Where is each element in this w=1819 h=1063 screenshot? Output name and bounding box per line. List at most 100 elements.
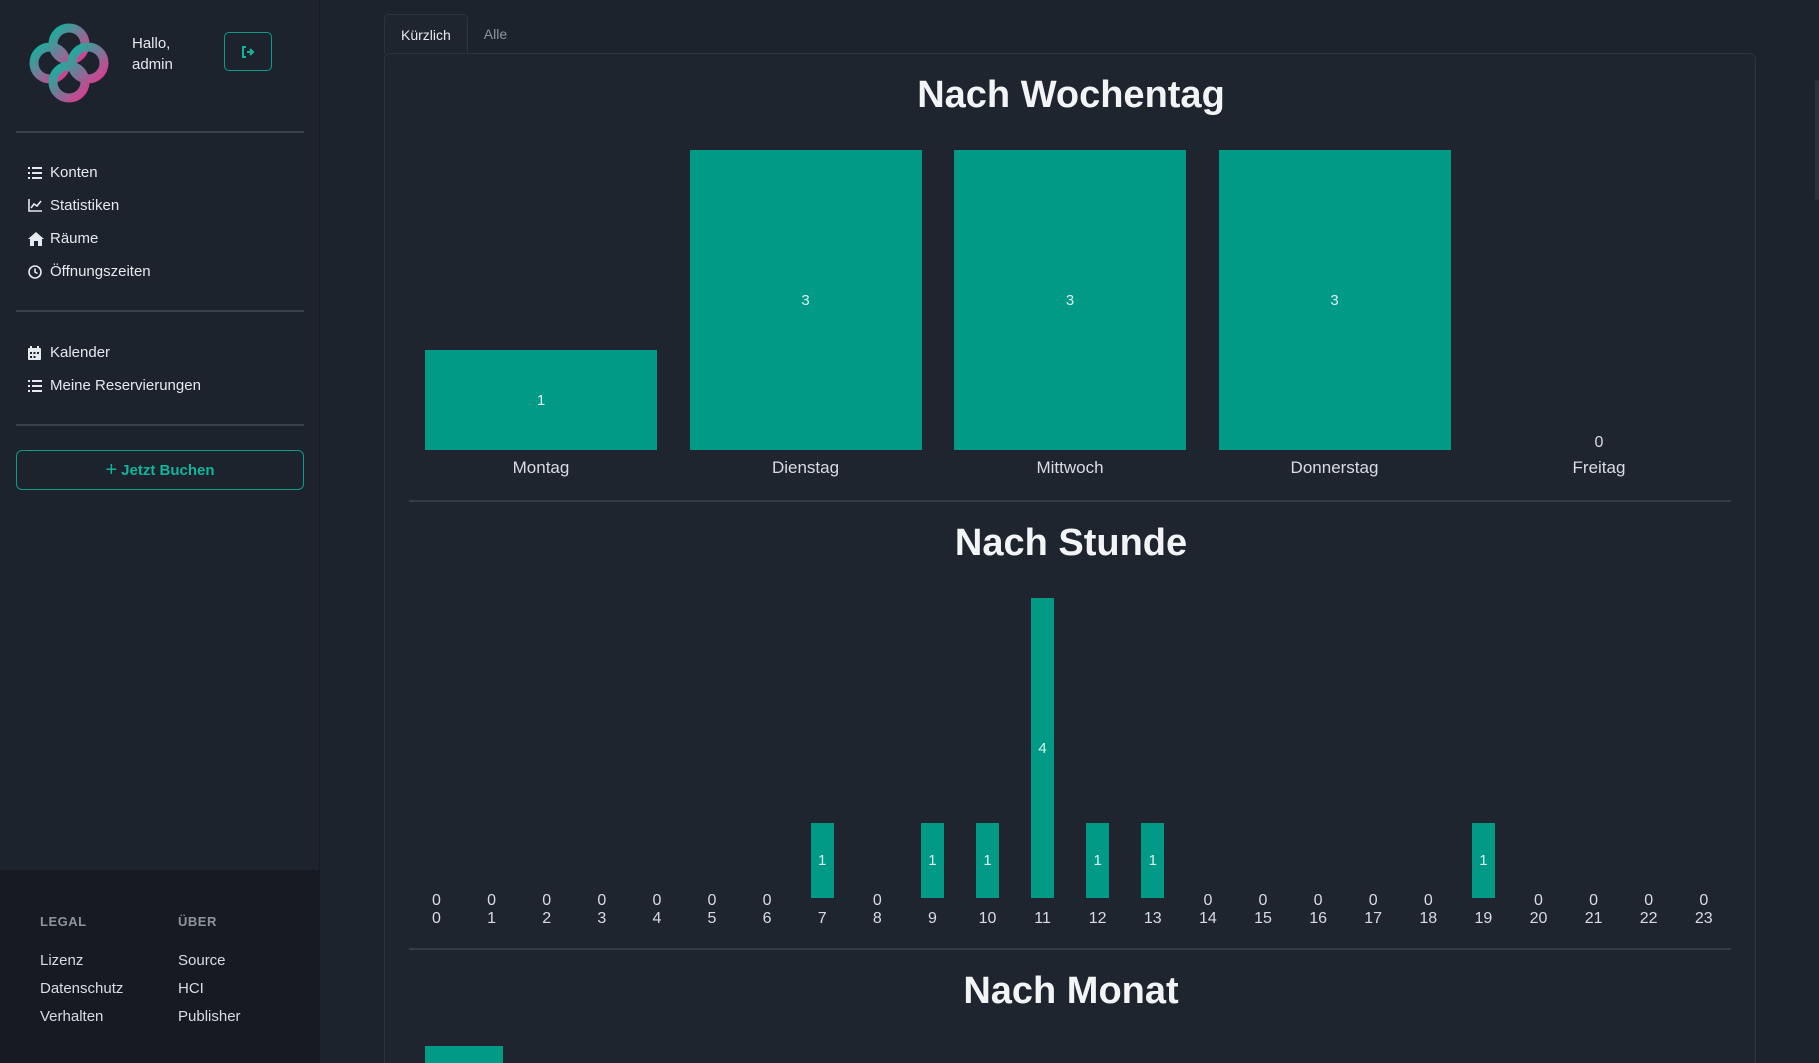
sidebar-item-label: Öffnungszeiten: [50, 263, 151, 280]
category-label-hour: 2: [542, 910, 552, 927]
section-separator: [409, 500, 1731, 502]
value-label-hour: 0: [1534, 892, 1543, 909]
category-label-weekday: Mittwoch: [1036, 458, 1104, 477]
list-icon: [28, 166, 50, 179]
link-datenschutz[interactable]: Datenschutz: [40, 980, 124, 997]
value-label-hour: 0: [1368, 892, 1378, 909]
sidebar-item-konten[interactable]: Konten: [28, 156, 298, 189]
value-label-hour: 0: [432, 892, 441, 909]
about-column: ÜBER Source HCI Publisher: [178, 914, 241, 1031]
chart-title-weekday: Nach Wochentag: [917, 74, 1225, 116]
category-label-hour: 6: [762, 910, 772, 927]
greeting-text: Hallo, admin: [132, 33, 173, 75]
link-source[interactable]: Source: [178, 952, 226, 969]
category-label-hour: 1: [487, 910, 497, 927]
sidebar-item-label: Meine Reservierungen: [50, 377, 201, 394]
sidebar-item-label: Räume: [50, 230, 99, 247]
bar-weekday: 3: [689, 150, 922, 450]
value-label-weekday: 0: [1594, 434, 1604, 451]
link-verhalten[interactable]: Verhalten: [40, 1008, 104, 1025]
username: admin: [132, 56, 173, 73]
category-label-hour: 0: [432, 910, 441, 927]
category-label-hour: 23: [1694, 910, 1713, 927]
sidebar-header: Hallo, admin: [16, 20, 304, 120]
sign-out-icon: [242, 45, 255, 58]
bar-hour: 1: [1141, 823, 1165, 898]
page-scrollbar[interactable]: [1815, 80, 1819, 200]
category-label-hour: 16: [1309, 910, 1327, 927]
value-label-hour: 0: [872, 892, 882, 909]
value-label-hour: 0: [1699, 892, 1709, 909]
app-logo: [29, 23, 109, 103]
category-label-hour: 19: [1474, 910, 1493, 927]
category-label-hour: 17: [1364, 910, 1383, 927]
category-label-hour: 14: [1198, 910, 1217, 927]
section-separator: [409, 948, 1731, 950]
value-label-hour: 0: [1258, 892, 1268, 909]
sidebar-divider: [16, 424, 304, 426]
value-label-hour: 0: [542, 892, 552, 909]
value-label-hour: 0: [1589, 892, 1599, 909]
book-now-label: Jetzt Buchen: [121, 461, 215, 479]
category-label-weekday: Dienstag: [771, 458, 840, 477]
category-label-hour: 3: [597, 910, 607, 927]
value-label-hour: 0: [762, 892, 772, 909]
value-label-hour: 0: [652, 892, 662, 909]
category-label-hour: 10: [978, 910, 997, 927]
bar-weekday: 3: [1218, 150, 1451, 450]
value-label-hour: 0: [597, 892, 607, 909]
category-label-hour: 21: [1584, 910, 1603, 927]
category-label-hour: 5: [707, 910, 717, 927]
sidebar-item-oeffnungszeiten[interactable]: Öffnungszeiten: [28, 255, 298, 288]
bar-hour: 1: [810, 823, 834, 898]
legal-column: LEGAL Lizenz Datenschutz Verhalten: [40, 914, 123, 1031]
sidebar-item-kalender[interactable]: Kalender: [28, 336, 298, 369]
sidebar-item-meine-reservierungen[interactable]: Meine Reservierungen: [28, 369, 298, 402]
value-label-hour: 0: [707, 892, 717, 909]
category-label-hour: 13: [1143, 910, 1162, 927]
bar-hour: 1: [976, 823, 999, 898]
category-label-hour: 18: [1419, 910, 1438, 927]
logout-button[interactable]: [224, 32, 272, 71]
home-icon: [28, 231, 50, 246]
greeting-label: Hallo,: [132, 35, 171, 52]
legal-heading: LEGAL: [40, 914, 87, 929]
sidebar-divider: [16, 310, 304, 312]
category-label-weekday: Donnerstag: [1290, 458, 1379, 477]
bar-hour: 1: [920, 823, 944, 898]
sidebar-divider: [16, 131, 304, 133]
plus-icon: +: [105, 459, 118, 481]
tab-alle[interactable]: Alle: [483, 26, 508, 42]
link-lizenz[interactable]: Lizenz: [40, 952, 84, 969]
link-publisher[interactable]: Publisher: [178, 1008, 241, 1025]
bar-weekday: 3: [954, 150, 1186, 450]
book-now-button[interactable]: + Jetzt Buchen: [16, 450, 304, 490]
value-label-hour: 0: [1203, 892, 1213, 909]
category-label-hour: 20: [1529, 910, 1548, 927]
category-label-hour: 12: [1088, 910, 1107, 927]
secondary-nav: Kalender Meine Reservierungen: [28, 336, 298, 402]
sidebar: Hallo, admin Konten Statistiken: [0, 0, 320, 1063]
sidebar-item-label: Statistiken: [50, 197, 120, 214]
bar-hour: 4: [1031, 598, 1055, 898]
category-label-hour: 11: [1034, 910, 1051, 927]
sidebar-item-raeume[interactable]: Räume: [28, 222, 298, 255]
main-content: Kürzlich Alle Nach Wochentag Nach Stunde…: [384, 0, 1756, 1063]
link-hci[interactable]: HCI: [178, 980, 204, 997]
list-icon: [28, 379, 50, 392]
category-label-hour: 9: [927, 910, 937, 927]
statistics-panel: Nach Wochentag Nach Stunde Nach Monat 1 M…: [384, 53, 1756, 1063]
sidebar-item-statistiken[interactable]: Statistiken: [28, 189, 298, 222]
calendar-icon: [28, 345, 50, 360]
clock-icon: [28, 264, 50, 279]
primary-nav: Konten Statistiken Räume Öffnungszeiten: [28, 156, 298, 288]
tab-bar: Kürzlich Alle: [384, 14, 523, 54]
category-label-hour: 15: [1254, 910, 1272, 927]
category-label-hour: 7: [817, 910, 827, 927]
tab-kuerzlich[interactable]: Kürzlich: [384, 14, 468, 54]
chart-line-icon: [28, 199, 50, 212]
bar-weekday: 1: [425, 350, 657, 450]
chart-title-hour: Nach Stunde: [954, 522, 1188, 564]
about-heading: ÜBER: [178, 914, 217, 929]
value-label-hour: 0: [1313, 892, 1323, 909]
